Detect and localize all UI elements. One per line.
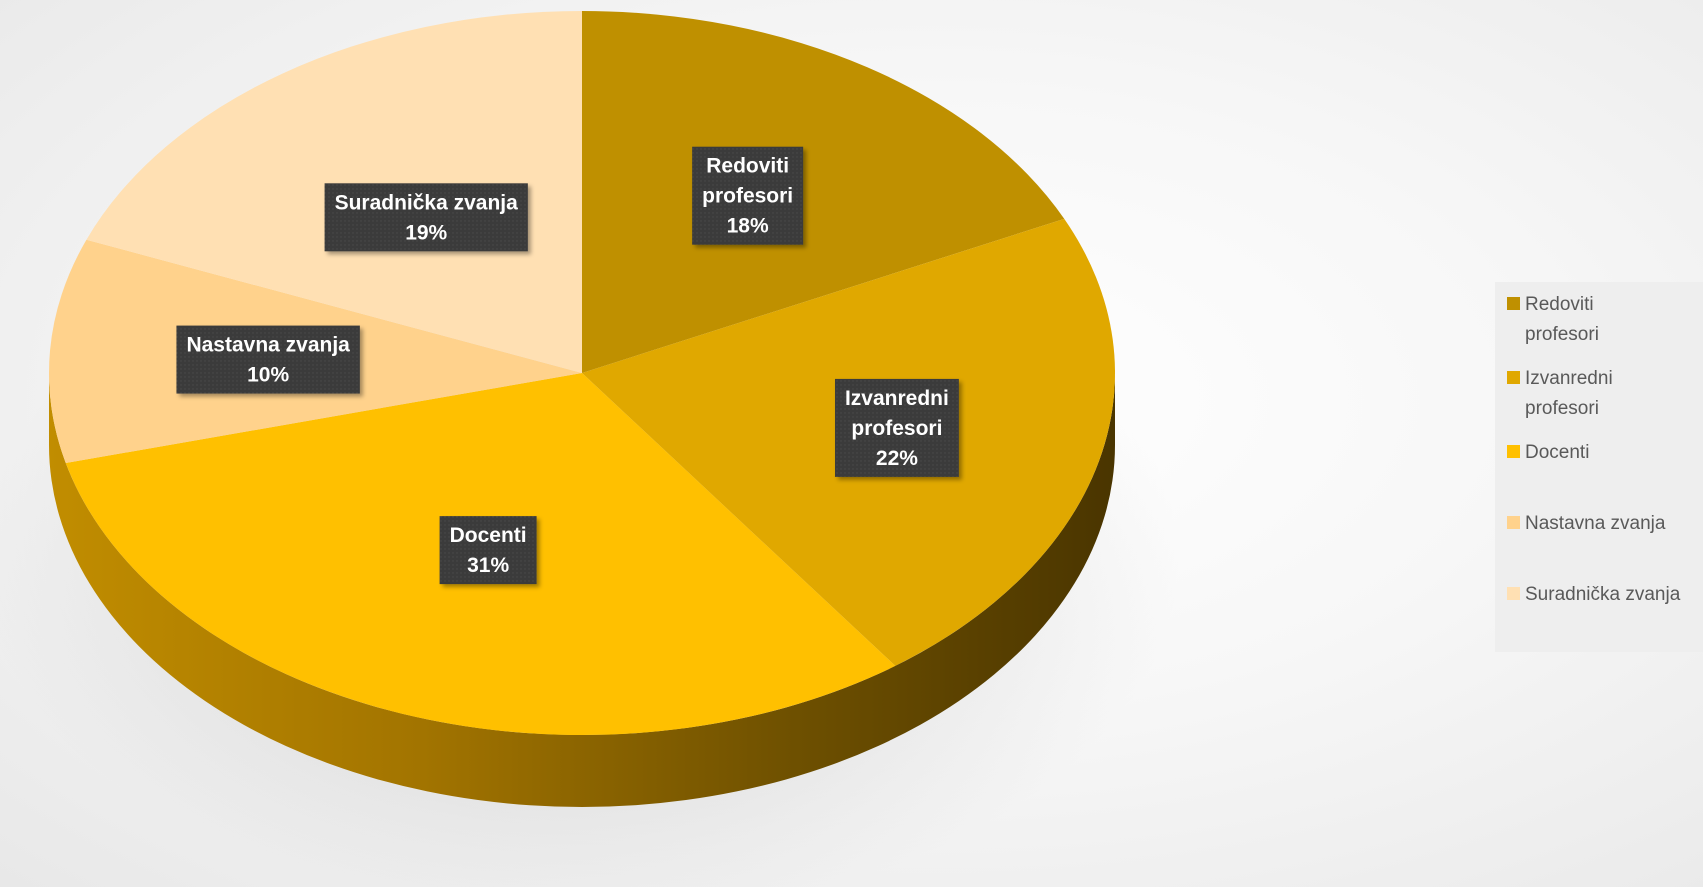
data-label-text: Nastavna zvanja — [186, 334, 350, 357]
data-label-izvanredni-profesori: Izvanredni profesori 22% — [834, 378, 959, 477]
data-label-value: 10% — [247, 364, 289, 387]
data-label-text: Suradnička zvanja — [335, 191, 519, 214]
legend-swatch — [1507, 445, 1520, 458]
data-label-suradnicka-zvanja: Suradnička zvanja 19% — [324, 183, 528, 252]
legend-swatch — [1507, 297, 1520, 310]
legend-item-izvanredni-profesori: Izvanredni profesori — [1507, 364, 1703, 424]
legend-label: Suradnička zvanja — [1525, 584, 1681, 605]
data-label-text: Docenti — [450, 524, 527, 547]
data-label-text: profesori — [702, 185, 793, 208]
data-label-docenti: Docenti 31% — [439, 516, 537, 585]
legend-label: Docenti — [1525, 442, 1590, 463]
data-label-text: Izvanredni — [845, 387, 949, 410]
legend-swatch — [1507, 371, 1520, 384]
pie-side-wall — [49, 373, 1115, 807]
data-label-text: profesori — [851, 417, 942, 440]
legend-label: Redoviti profesori — [1525, 294, 1599, 345]
data-label-box — [692, 146, 804, 245]
data-label-text: Redoviti — [706, 155, 789, 178]
data-label-box — [176, 325, 360, 394]
pie-slice-redoviti-profesori — [582, 11, 1065, 373]
legend-swatch — [1507, 587, 1520, 600]
legend-item-suradnicka-zvanja: Suradnička zvanja — [1507, 580, 1703, 610]
legend-label: Nastavna zvanja — [1525, 513, 1666, 534]
data-label-box — [834, 378, 959, 477]
data-label-nastavna-zvanja: Nastavna zvanja 10% — [176, 325, 360, 394]
data-label-box — [439, 516, 537, 585]
data-label-value: 18% — [727, 215, 769, 238]
data-label-value: 31% — [467, 554, 509, 577]
legend: Redoviti profesori Izvanredni profesori Do… — [1495, 282, 1703, 652]
legend-item-redoviti-profesori: Redoviti profesori — [1507, 290, 1703, 350]
legend-label: Izvanredni profesori — [1525, 368, 1613, 419]
data-label-value: 22% — [876, 447, 918, 470]
legend-item-docenti: Docenti — [1507, 438, 1703, 468]
legend-item-nastavna-zvanja: Nastavna zvanja — [1507, 509, 1703, 539]
data-label-box — [324, 183, 528, 252]
data-label-value: 19% — [405, 221, 447, 244]
legend-swatch — [1507, 516, 1520, 529]
data-label-redoviti-profesori: Redoviti profesori 18% — [692, 146, 804, 245]
